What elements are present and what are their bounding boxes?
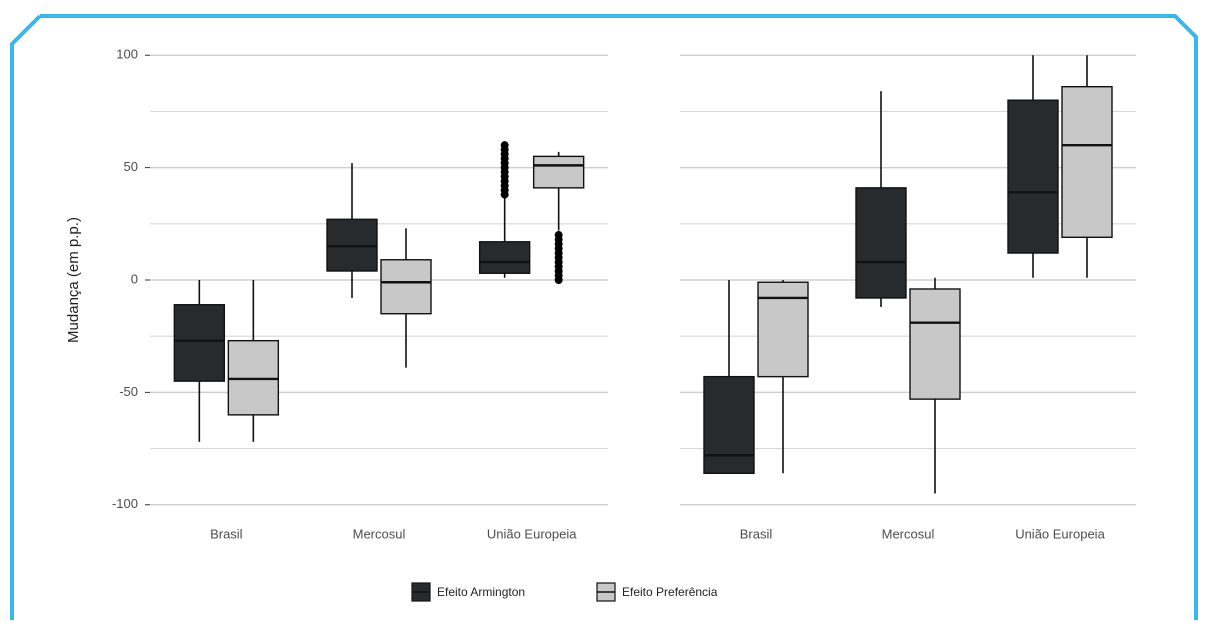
legend-label: Efeito Preferência — [622, 585, 718, 599]
y-tick-label: -50 — [119, 384, 138, 399]
frame — [10, 14, 1198, 620]
x-tick-label: Mercosul — [882, 526, 935, 541]
box — [478, 241, 531, 274]
box — [173, 304, 226, 382]
box — [532, 155, 585, 189]
outlier — [554, 231, 563, 240]
y-tick-label: -100 — [112, 496, 138, 511]
y-tick-label: 100 — [116, 47, 138, 62]
box — [855, 187, 907, 299]
box — [380, 259, 432, 315]
box — [909, 288, 961, 400]
x-tick-label: União Europeia — [1015, 526, 1105, 541]
box — [703, 375, 755, 474]
x-tick-label: Mercosul — [353, 526, 406, 541]
x-tick-label: Brasil — [210, 526, 243, 541]
x-tick-label: Brasil — [740, 526, 773, 541]
x-tick-label: União Europeia — [487, 526, 577, 541]
outlier — [500, 141, 509, 150]
box — [1061, 86, 1113, 238]
y-tick-label: 0 — [131, 271, 138, 286]
y-axis-label: Mudança (em p.p.) — [65, 217, 82, 343]
legend-label: Efeito Armington — [437, 585, 525, 599]
box — [757, 281, 809, 378]
box — [1007, 99, 1059, 254]
y-tick-label: 50 — [124, 159, 138, 174]
